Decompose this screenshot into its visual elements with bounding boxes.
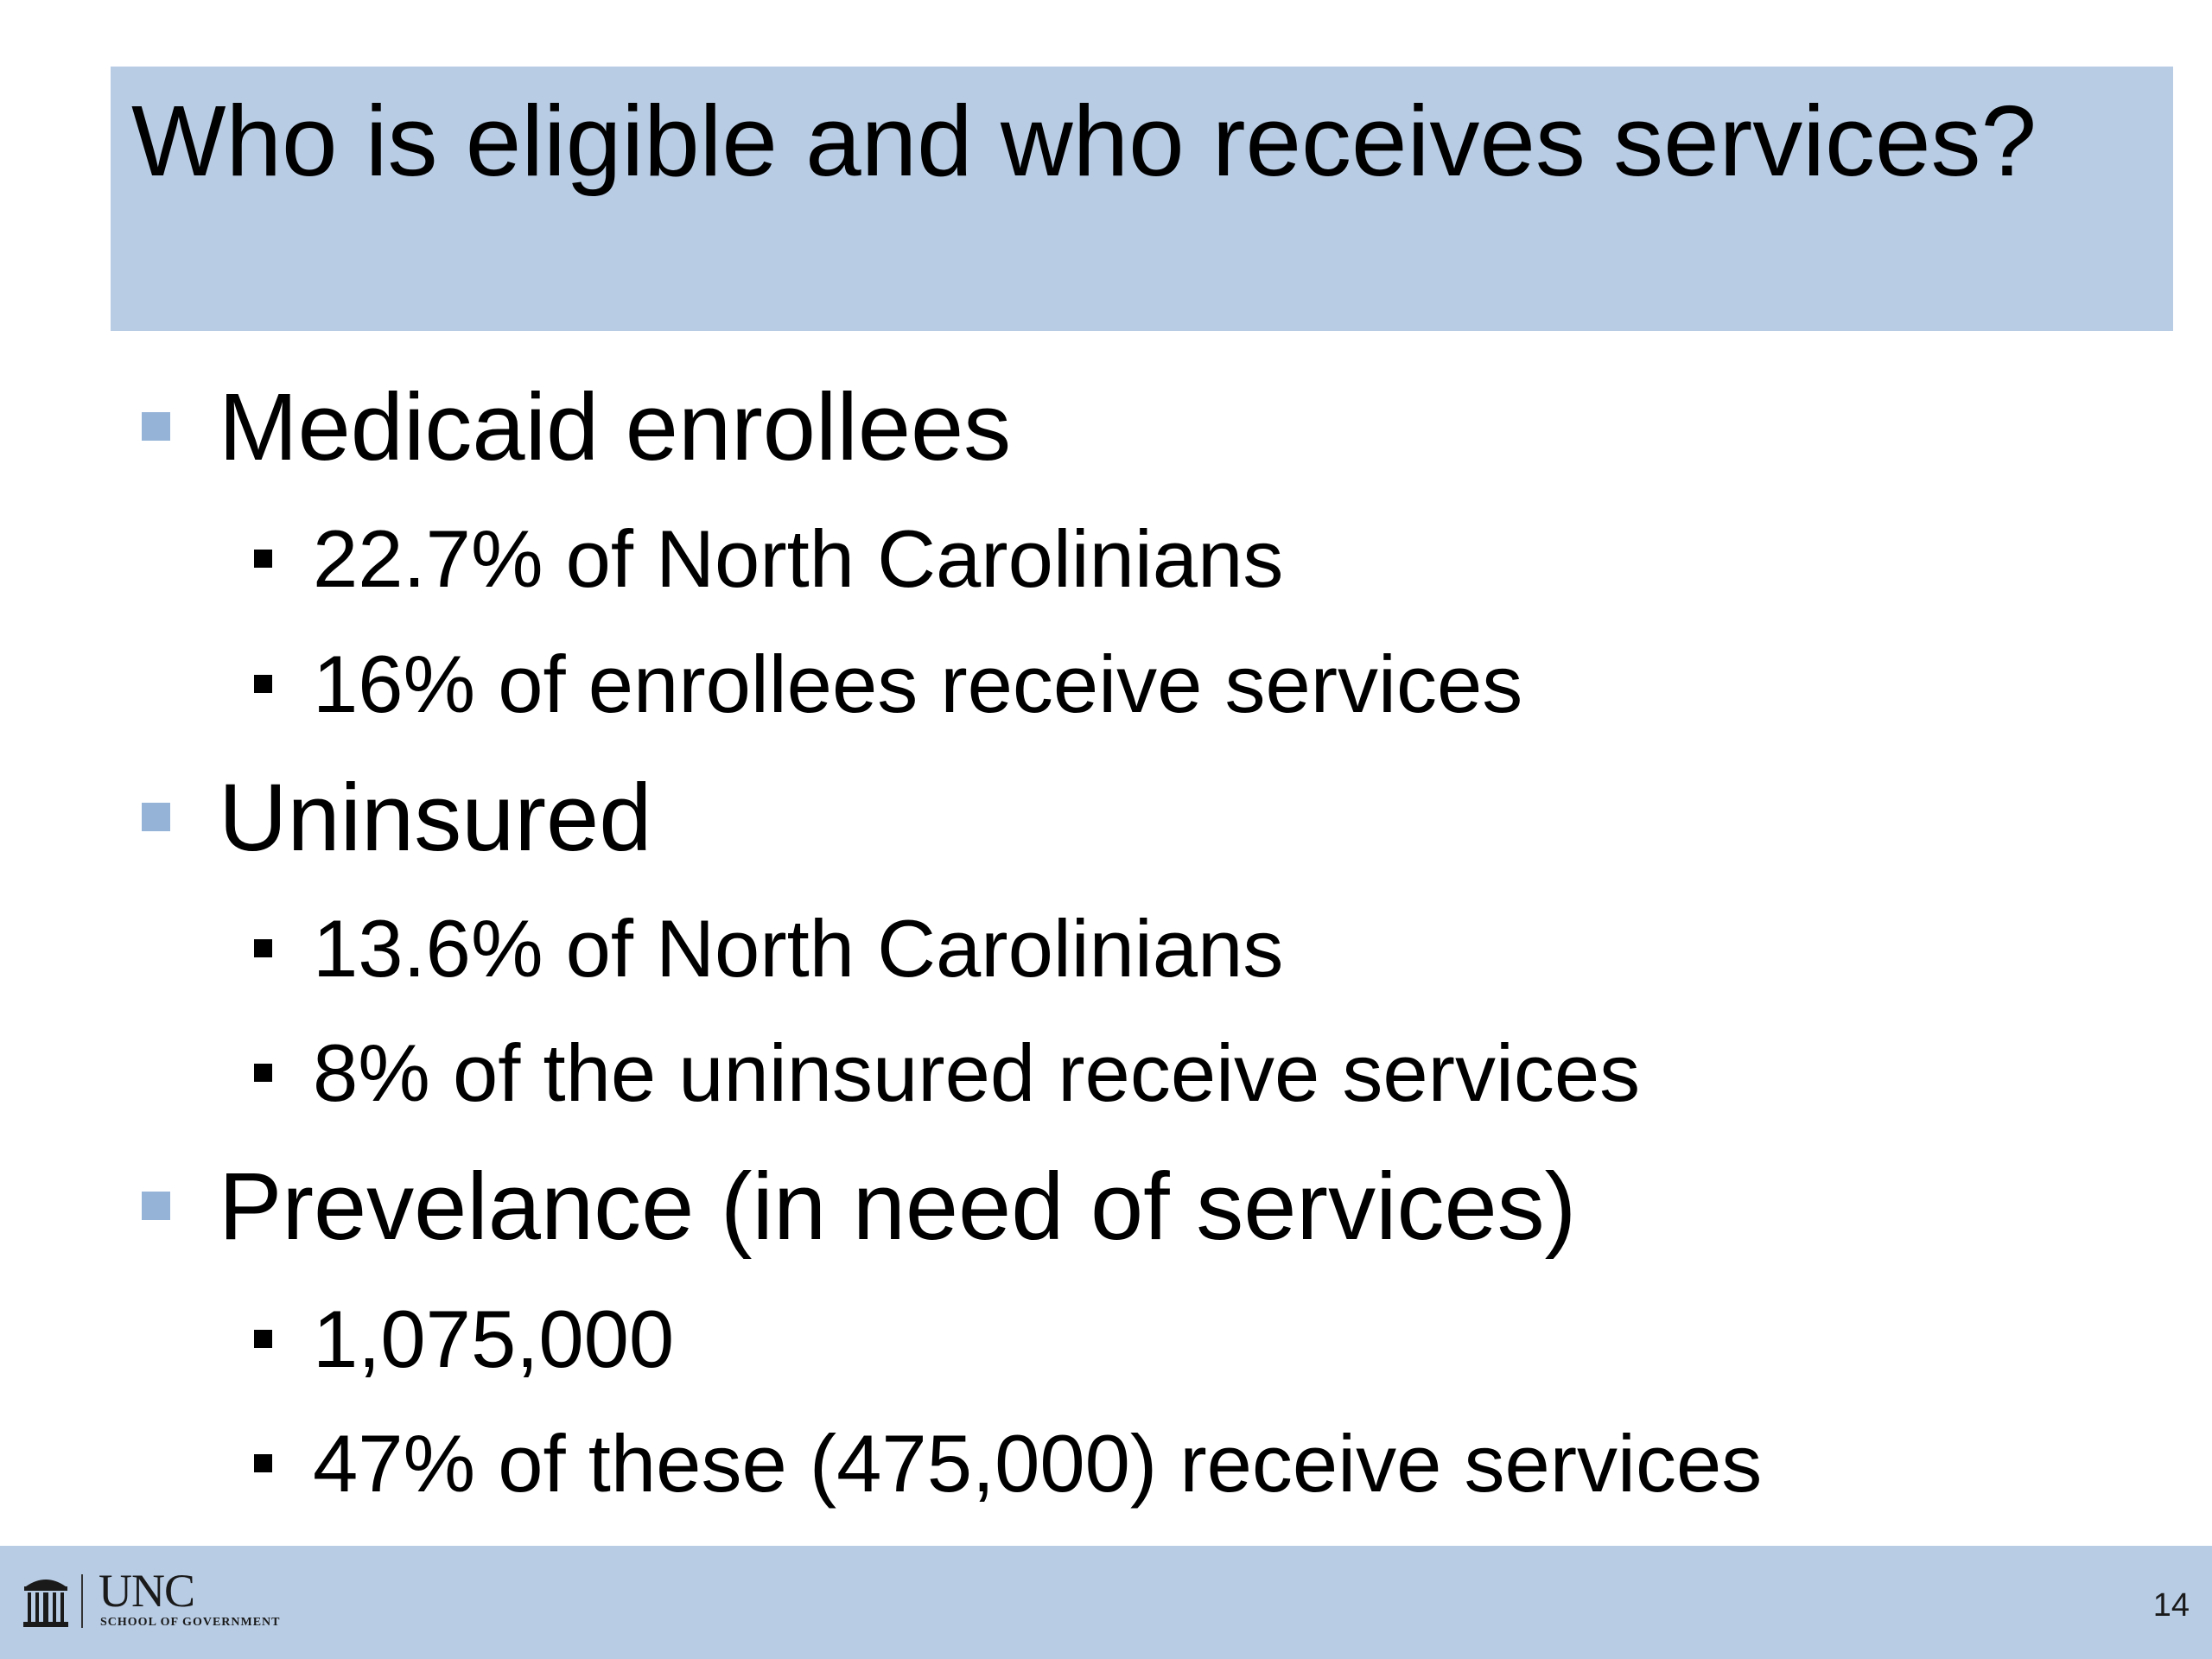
- bullet-text: 8% of the uninsured receive services: [313, 1027, 1641, 1118]
- square-bullet-icon: [254, 1064, 272, 1082]
- bullet-text: 13.6% of North Carolinians: [313, 903, 1284, 994]
- bullet-text: 22.7% of North Carolinians: [313, 513, 1284, 604]
- unc-sog-logo: UNC SCHOOL OF GOVERNMENT: [21, 1566, 332, 1633]
- title-band: [111, 67, 2173, 331]
- slide-title: Who is eligible and who receives service…: [131, 85, 2037, 197]
- page-number: 14: [2152, 1587, 2190, 1624]
- square-bullet-icon: [254, 550, 272, 568]
- bullet-heading: Uninsured: [219, 765, 652, 871]
- square-bullet-icon: [142, 412, 170, 441]
- bullet-text: 16% of enrollees receive services: [313, 639, 1523, 729]
- old-well-icon: [23, 1580, 68, 1627]
- slide-content: Medicaid enrollees 22.7% of North Caroli…: [142, 374, 1763, 1509]
- square-bullet-icon: [142, 803, 170, 831]
- square-bullet-icon: [254, 675, 272, 693]
- bullet-text: 1,075,000: [313, 1294, 675, 1384]
- footer-band: [0, 1546, 2212, 1659]
- logo-wordmark: UNC: [99, 1565, 195, 1617]
- logo-subtitle: SCHOOL OF GOVERNMENT: [100, 1616, 281, 1629]
- square-bullet-icon: [254, 1330, 272, 1348]
- square-bullet-icon: [142, 1192, 170, 1220]
- bullet-heading: Medicaid enrollees: [219, 374, 1012, 480]
- logo-divider: [81, 1574, 83, 1628]
- square-bullet-icon: [254, 939, 272, 957]
- bullet-text: 47% of these (475,000) receive services: [313, 1418, 1763, 1509]
- bullet-heading: Prevelance (in need of services): [219, 1154, 1577, 1260]
- square-bullet-icon: [254, 1454, 272, 1472]
